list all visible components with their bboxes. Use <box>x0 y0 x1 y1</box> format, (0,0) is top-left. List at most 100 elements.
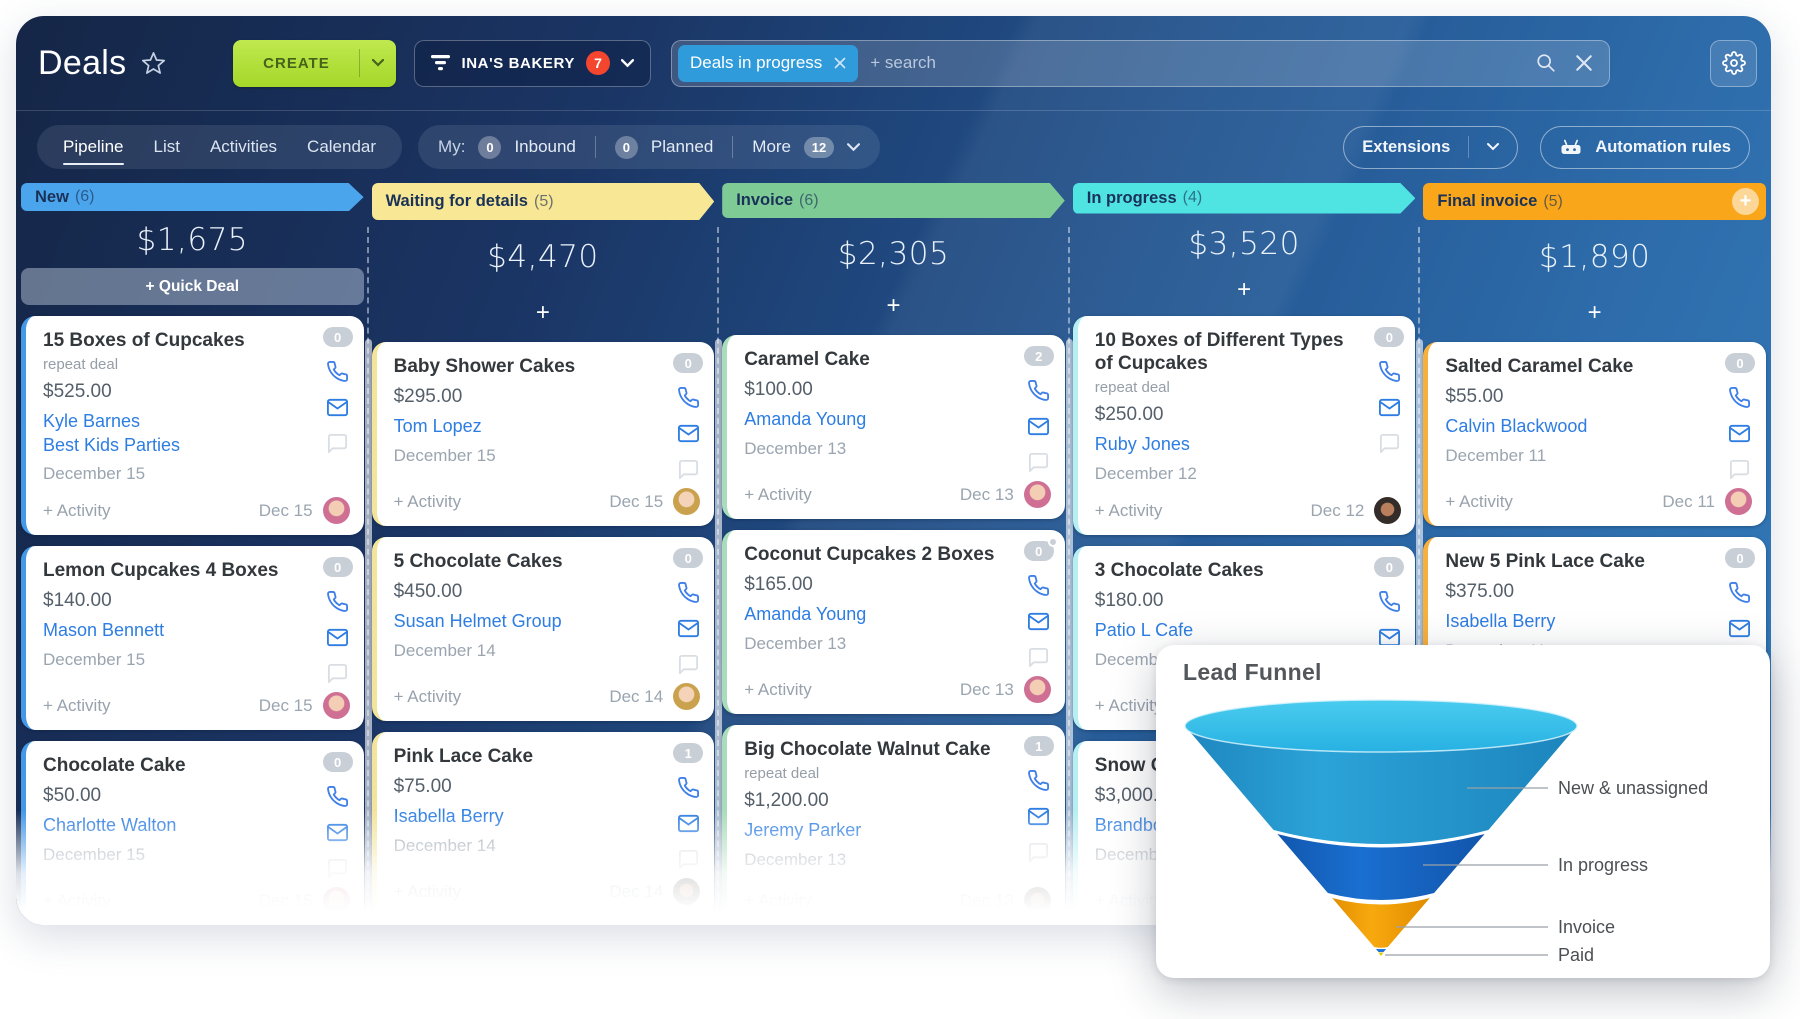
mail-icon[interactable] <box>326 821 349 844</box>
tab-list[interactable]: List <box>153 137 180 156</box>
phone-icon[interactable] <box>677 776 700 799</box>
add-deal-button[interactable]: + <box>1587 298 1602 326</box>
add-activity-link[interactable]: + Activity <box>43 890 111 910</box>
inbound-filter[interactable]: Inbound <box>514 137 576 156</box>
search-clear-icon[interactable] <box>1575 54 1593 72</box>
chevron-down-icon[interactable] <box>1487 143 1500 151</box>
deal-card[interactable]: Caramel Cake $100.00 Amanda Young Decemb… <box>722 335 1065 519</box>
contact-link[interactable]: Ruby Jones <box>1094 434 1190 455</box>
add-activity-link[interactable]: + Activity <box>1445 491 1513 511</box>
chat-icon[interactable] <box>1378 432 1401 455</box>
search-filter-chip[interactable]: Deals in progress <box>678 44 859 82</box>
search-icon[interactable] <box>1535 52 1557 74</box>
more-filters[interactable]: More <box>752 137 792 156</box>
deal-card[interactable]: Pink Lace Cake $75.00 Isabella Berry Dec… <box>371 732 715 916</box>
mail-icon[interactable] <box>1728 422 1751 445</box>
org-link[interactable]: Best Kids Parties <box>43 434 181 455</box>
quick-deal-button[interactable]: + Quick Deal <box>21 268 364 305</box>
mail-icon[interactable] <box>1378 396 1401 419</box>
deal-card[interactable]: Lemon Cupcakes 4 Boxes $140.00 Mason Ben… <box>21 546 364 730</box>
chat-icon[interactable] <box>1027 451 1050 474</box>
deal-card[interactable]: Chocolate Cake $50.00 Charlotte Walton D… <box>21 741 364 925</box>
mail-icon[interactable] <box>677 617 700 640</box>
phone-icon[interactable] <box>1027 379 1050 402</box>
contact-link[interactable]: Mason Bennett <box>43 620 165 641</box>
deal-card[interactable]: 10 Boxes of Different Types of Cupcakes … <box>1072 316 1416 535</box>
phone-icon[interactable] <box>326 785 349 808</box>
contact-link[interactable]: Calvin Blackwood <box>1445 416 1588 437</box>
add-activity-link[interactable]: + Activity <box>744 679 812 699</box>
column-header[interactable]: Waiting for details (5) <box>372 183 715 220</box>
search-input[interactable]: Deals in progress + search <box>671 39 1610 87</box>
tab-pipeline[interactable]: Pipeline <box>63 133 124 165</box>
chat-icon[interactable] <box>326 662 349 685</box>
phone-icon[interactable] <box>1027 574 1050 597</box>
org-link[interactable]: Patio L Cafe <box>1094 620 1194 641</box>
favorite-star-icon[interactable] <box>140 50 167 77</box>
phone-icon[interactable] <box>1728 581 1751 604</box>
add-stage-deal-button[interactable]: + <box>1731 188 1759 215</box>
mail-icon[interactable] <box>326 396 349 419</box>
deal-card[interactable]: Salted Caramel Cake $55.00 Calvin Blackw… <box>1423 342 1766 526</box>
add-activity-link[interactable]: + Activity <box>1094 890 1163 910</box>
create-dropdown[interactable] <box>360 59 396 67</box>
phone-icon[interactable] <box>1378 360 1401 383</box>
settings-button[interactable] <box>1710 39 1757 87</box>
deal-card[interactable]: Baby Shower Cakes $295.00 Tom Lopez Dece… <box>371 342 715 526</box>
mail-icon[interactable] <box>1728 617 1751 640</box>
deal-card[interactable]: 5 Chocolate Cakes $450.00 Susan Helmet G… <box>371 537 715 721</box>
add-activity-link[interactable]: + Activity <box>393 686 462 706</box>
chat-icon[interactable] <box>677 458 700 481</box>
contact-link[interactable]: Tom Lopez <box>393 416 482 437</box>
contact-link[interactable]: Kyle Barnes <box>43 411 141 432</box>
chat-icon[interactable] <box>1027 646 1050 669</box>
add-activity-link[interactable]: + Activity <box>1094 695 1163 715</box>
phone-icon[interactable] <box>1728 386 1751 409</box>
chat-icon[interactable] <box>677 848 700 871</box>
add-activity-link[interactable]: + Activity <box>744 890 812 910</box>
contact-link[interactable]: Charlotte Walton <box>43 815 177 836</box>
add-activity-link[interactable]: + Activity <box>1094 500 1163 520</box>
column-scrollbar[interactable] <box>1416 339 1424 917</box>
chat-icon[interactable] <box>326 432 349 455</box>
create-button[interactable]: CREATE <box>233 39 397 87</box>
column-header[interactable]: New (6) <box>21 183 364 211</box>
contact-link[interactable]: Isabella Berry <box>393 806 504 827</box>
org-link[interactable]: Susan Helmet Group <box>393 611 562 632</box>
phone-icon[interactable] <box>1027 769 1050 792</box>
chat-icon[interactable] <box>1728 458 1751 481</box>
contact-link[interactable]: Amanda Young <box>744 604 867 625</box>
column-header[interactable]: In progress (4) <box>1073 183 1416 214</box>
extensions-button[interactable]: Extensions <box>1343 125 1519 169</box>
chat-icon[interactable] <box>326 857 349 880</box>
column-header[interactable]: Final invoice (5) + <box>1423 183 1766 220</box>
chat-icon[interactable] <box>677 653 700 676</box>
contact-link[interactable]: Amanda Young <box>744 409 867 430</box>
deal-card[interactable]: Big Chocolate Walnut Cake repeat deal $1… <box>722 725 1065 925</box>
chat-icon[interactable] <box>1027 841 1050 864</box>
phone-icon[interactable] <box>1378 590 1401 613</box>
deal-card[interactable]: New 5 Pink Lace Cake $375.00 Isabella Be… <box>1423 537 1766 721</box>
tab-activities[interactable]: Activities <box>209 137 278 156</box>
add-activity-link[interactable]: + Activity <box>744 484 812 504</box>
contact-link[interactable]: Isabella Berry <box>1445 611 1556 632</box>
column-scrollbar[interactable] <box>715 339 723 917</box>
add-activity-link[interactable]: + Activity <box>43 500 111 520</box>
tab-calendar[interactable]: Calendar <box>307 137 377 156</box>
phone-icon[interactable] <box>326 360 349 383</box>
add-deal-button[interactable]: + <box>886 292 901 320</box>
mail-icon[interactable] <box>677 812 700 835</box>
mail-icon[interactable] <box>1027 610 1050 633</box>
phone-icon[interactable] <box>677 581 700 604</box>
phone-icon[interactable] <box>326 590 349 613</box>
chip-close-icon[interactable] <box>834 57 846 69</box>
mail-icon[interactable] <box>326 626 349 649</box>
deal-card[interactable]: Coconut Cupcakes 2 Boxes $165.00 Amanda … <box>722 530 1065 714</box>
automation-rules-button[interactable]: Automation rules <box>1540 125 1750 169</box>
add-activity-link[interactable]: + Activity <box>393 881 462 901</box>
deal-card[interactable]: 15 Boxes of Cupcakes repeat deal $525.00… <box>21 316 364 535</box>
pipeline-filter-button[interactable]: INA'S BAKERY 7 <box>414 39 651 87</box>
add-activity-link[interactable]: + Activity <box>43 695 111 715</box>
add-activity-link[interactable]: + Activity <box>393 491 462 511</box>
add-deal-button[interactable]: + <box>1237 275 1252 303</box>
